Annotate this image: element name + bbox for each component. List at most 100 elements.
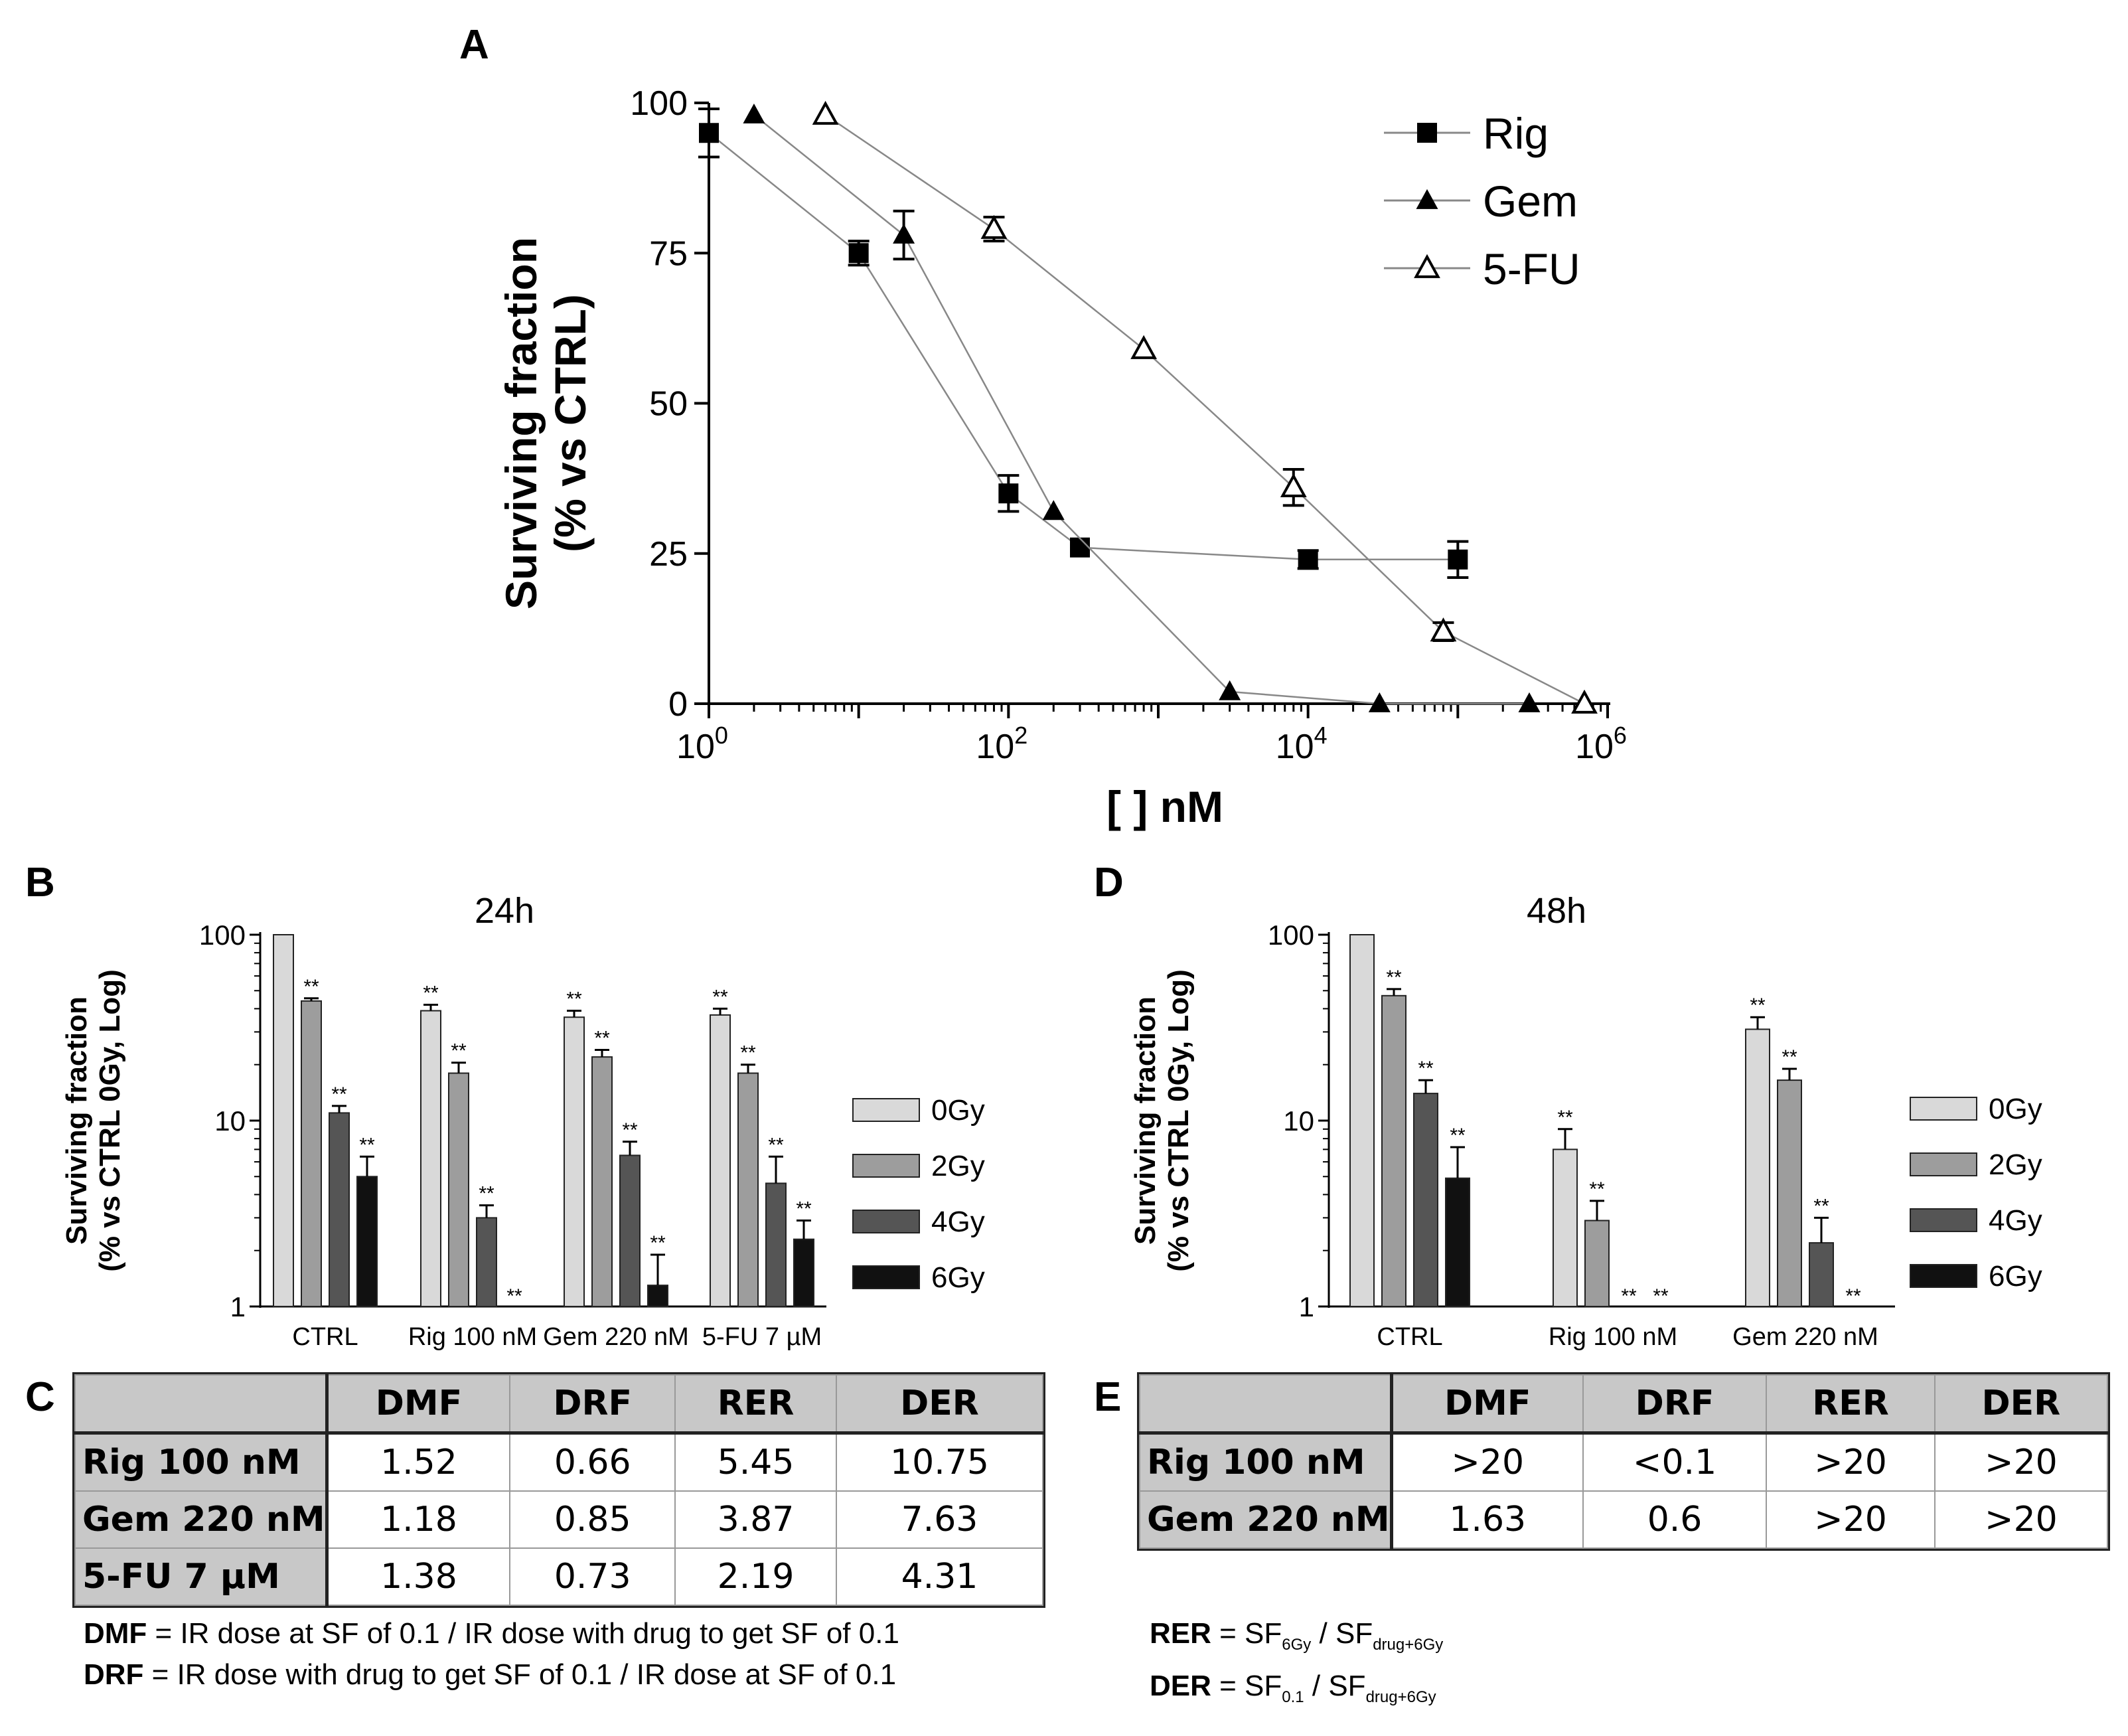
b-bar [765,1182,787,1308]
a-y-tick-label: 50 [649,385,688,424]
b-significance-mark: ** [566,988,582,1010]
d-bar [1413,1093,1438,1307]
notes-left: DMF = IR dose at SF of 0.1 / IR dose wit… [84,1613,899,1696]
b-significance-mark: ** [740,1042,756,1064]
table-cell: 0.66 [509,1432,676,1492]
table-c-corner [74,1374,329,1435]
table-c: DMF DRF RER DER Rig 100 nM 1.52 0.66 5.4… [72,1372,1045,1608]
a-legend: Rig Gem 5-FU [1384,109,1580,293]
table-cell: 4.31 [835,1547,1044,1606]
table-e-row-label: Gem 220 nM [1138,1490,1393,1549]
a-data-point [812,100,839,125]
d-bar [1349,934,1375,1307]
b-significance-mark: ** [594,1028,610,1050]
d-legend-label: 2Gy [1989,1148,2042,1181]
table-c-row-label: Gem 220 nM [74,1490,329,1549]
table-row: 5-FU 7 µM 1.38 0.73 2.19 4.31 [74,1547,1044,1606]
a-x-tick-label: 102 [976,722,1027,766]
a-data-point [1368,692,1391,712]
note-der-sub1: 0.1 [1282,1688,1304,1706]
table-cell: >20 [1766,1432,1936,1492]
a-legend-marker [1414,254,1440,278]
note-der-key: DER [1150,1669,1211,1702]
note-rer-sub2: drug+6Gy [1373,1635,1444,1654]
b-significance-mark: ** [331,1083,347,1105]
b-significance-mark: ** [622,1119,638,1141]
b-legend-swatch [852,1265,920,1289]
a-data-point [998,483,1019,504]
table-c-row-label: Rig 100 nM [74,1432,329,1492]
panel-label-b: B [25,860,55,906]
a-legend-label: Gem [1483,177,1578,226]
a-data-point [1430,617,1457,642]
table-cell: 1.52 [326,1432,511,1492]
b-legend-label: 2Gy [931,1150,985,1182]
a-data-point [1298,549,1318,570]
note-rer-sub1: 6Gy [1282,1635,1312,1654]
note-rer-slash: / SF [1311,1617,1373,1650]
d-y-tick-label: 10 [1283,1105,1314,1137]
table-e-row-label: Rig 100 nM [1138,1432,1393,1492]
d-significance-mark: ** [1813,1195,1829,1217]
b-significance-mark: ** [506,1285,522,1307]
panel-label-c: C [25,1374,55,1420]
note-dmf-key: DMF [84,1617,147,1650]
note-rer-eq: = SF [1211,1617,1282,1650]
table-c-col-header: DRF [509,1374,676,1435]
d-bar [1584,1220,1610,1307]
d-significance-mark: ** [1782,1046,1797,1068]
a-legend-label: Rig [1483,109,1549,158]
a-data-point [1571,689,1598,714]
b-legend-swatch [852,1154,920,1178]
table-e-col-header: DRF [1582,1374,1768,1435]
b-title: 24h [475,891,534,931]
table-e: DMF DRF RER DER Rig 100 nM >20 <0.1 >20 … [1137,1372,2110,1551]
table-cell: 7.63 [835,1490,1044,1549]
d-significance-mark: ** [1418,1058,1434,1079]
table-c-col-header: DMF [326,1374,511,1435]
b-significance-mark: ** [712,986,728,1008]
a-data-point [1130,335,1158,359]
table-cell: 0.6 [1582,1490,1768,1549]
b-legend-swatch [852,1098,920,1122]
d-category-label: CTRL [1377,1323,1442,1351]
chart-b-24h-bars: 24h 1 10 100 Surviving fraction(% vs CTRL 0G… [60,891,985,1351]
table-cell: 0.85 [509,1490,676,1549]
table-c-header-row: DMF DRF RER DER [74,1374,1044,1435]
note-der-sub2: drug+6Gy [1365,1688,1436,1706]
note-der: DER = SF0.1 / SFdrug+6Gy [1150,1666,1443,1718]
d-legend-label: 6Gy [1989,1260,2042,1293]
note-rer-key: RER [1150,1617,1211,1650]
table-cell: <0.1 [1582,1432,1768,1492]
a-data-point [699,123,719,143]
a-data-point [1518,692,1541,712]
d-significance-mark: ** [1589,1178,1605,1200]
table-cell: >20 [1934,1490,2109,1549]
b-bar [591,1056,613,1308]
b-category-label: Rig 100 nM [408,1323,537,1351]
b-bar [448,1072,469,1307]
table-cell: 1.18 [326,1490,511,1549]
a-series-rig [698,108,1469,579]
d-legend-label: 0Gy [1989,1093,2042,1125]
table-e-col-header: DMF [1391,1374,1584,1435]
a-data-point [980,214,1008,239]
b-significance-mark: ** [303,976,319,998]
a-y-tick-label: 0 [668,685,688,724]
d-significance-mark: ** [1386,967,1402,988]
b-bar [301,1000,322,1307]
a-data-point [1448,549,1468,570]
d-category-label: Rig 100 nM [1549,1323,1677,1351]
table-row: Rig 100 nM 1.52 0.66 5.45 10.75 [74,1432,1044,1492]
a-data-point [893,224,915,244]
b-significance-mark: ** [423,982,439,1004]
a-data-point [1070,537,1091,558]
table-e-col-header: DER [1934,1374,2109,1435]
d-legend-swatch [1910,1264,1977,1288]
d-bar [1777,1079,1802,1307]
d-y-axis-title: Surviving fraction(% vs CTRL 0Gy, Log) [1129,969,1195,1272]
a-x-tick-label: 100 [676,722,728,766]
d-significance-mark: ** [1557,1107,1573,1129]
table-cell: >20 [1766,1490,1936,1549]
